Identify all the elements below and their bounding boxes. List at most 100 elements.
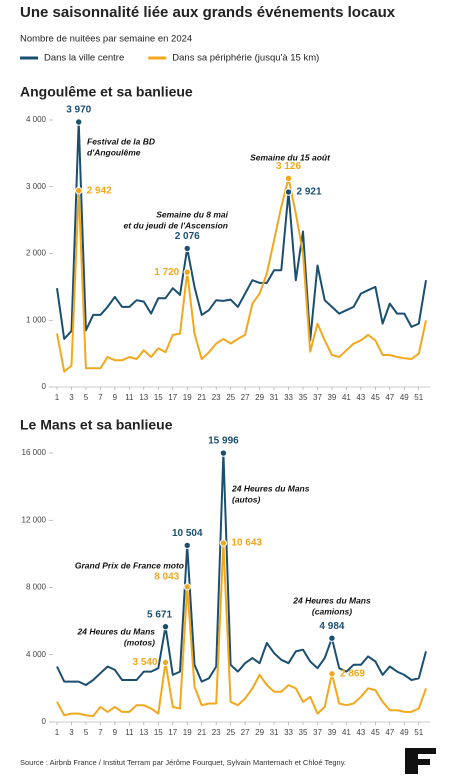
x-tick-label: 49 bbox=[400, 393, 409, 402]
y-tick-label: 0 bbox=[42, 382, 47, 391]
x-tick-label: 39 bbox=[327, 728, 336, 737]
x-tick-label: 7 bbox=[98, 393, 103, 402]
point-marker bbox=[284, 174, 293, 183]
point-marker bbox=[219, 539, 228, 547]
chart-title: Le Mans et sa banlieue bbox=[20, 417, 173, 433]
x-tick-label: 25 bbox=[226, 393, 235, 402]
x-tick-label: 51 bbox=[414, 728, 423, 737]
value-label: 10 504 bbox=[172, 528, 203, 539]
point-marker bbox=[161, 622, 170, 631]
x-tick-label: 45 bbox=[371, 393, 380, 402]
x-tick-label: 43 bbox=[356, 728, 365, 737]
value-label: 4 984 bbox=[319, 621, 344, 632]
series-line bbox=[56, 177, 427, 373]
x-tick-label: 9 bbox=[113, 393, 118, 402]
point-marker bbox=[75, 186, 83, 195]
y-tick-label: 0 bbox=[42, 717, 47, 726]
legend-label: Dans sa périphérie (jusqu'à 15 km) bbox=[172, 53, 319, 64]
point-marker bbox=[183, 268, 191, 276]
x-tick-label: 15 bbox=[154, 393, 163, 402]
x-tick-label: 35 bbox=[299, 393, 308, 402]
x-tick-label: 31 bbox=[270, 393, 279, 402]
x-tick-label: 23 bbox=[212, 393, 221, 402]
point-marker bbox=[183, 541, 191, 550]
x-tick-label: 39 bbox=[327, 393, 336, 402]
x-tick-label: 43 bbox=[356, 393, 365, 402]
x-tick-label: 37 bbox=[313, 393, 322, 402]
x-tick-label: 27 bbox=[241, 728, 250, 737]
series-line bbox=[56, 452, 427, 686]
x-tick-label: 17 bbox=[168, 728, 177, 737]
point-marker bbox=[183, 244, 191, 253]
y-tick-label: 1 000 bbox=[26, 315, 47, 324]
x-tick-label: 9 bbox=[113, 728, 118, 737]
x-tick-label: 3 bbox=[69, 728, 74, 737]
series-line bbox=[56, 121, 427, 342]
x-tick-label: 33 bbox=[284, 393, 293, 402]
x-tick-label: 17 bbox=[168, 393, 177, 402]
point-marker bbox=[328, 634, 336, 642]
value-label: 3 126 bbox=[276, 161, 301, 172]
x-tick-label: 7 bbox=[98, 728, 103, 737]
annotation: (autos) bbox=[232, 494, 261, 504]
annotation: 24 Heures du Mans bbox=[231, 483, 310, 493]
x-tick-label: 3 bbox=[69, 393, 74, 402]
value-label: 3 540 bbox=[132, 657, 157, 668]
annotation: 24 Heures du Mans bbox=[292, 595, 371, 605]
x-tick-label: 23 bbox=[212, 728, 221, 737]
x-tick-label: 51 bbox=[414, 393, 423, 402]
annotation: Festival de la BD bbox=[87, 136, 155, 146]
annotation: Semaine du 15 août bbox=[250, 152, 331, 162]
x-tick-label: 27 bbox=[241, 393, 250, 402]
x-tick-label: 21 bbox=[197, 393, 206, 402]
x-tick-label: 5 bbox=[84, 393, 89, 402]
x-tick-label: 21 bbox=[197, 728, 206, 737]
value-label: 2 921 bbox=[297, 187, 322, 198]
x-tick-label: 49 bbox=[400, 728, 409, 737]
x-tick-label: 31 bbox=[270, 728, 279, 737]
x-tick-label: 41 bbox=[342, 393, 351, 402]
annotation: 24 Heures du Mans bbox=[77, 626, 156, 636]
chart-title: Angoulême et sa banlieue bbox=[20, 84, 193, 100]
x-tick-label: 19 bbox=[183, 393, 192, 402]
x-tick-label: 19 bbox=[183, 728, 192, 737]
series-line bbox=[56, 542, 427, 718]
x-tick-label: 37 bbox=[313, 728, 322, 737]
subtitle: Nombre de nuitées par semaine en 2024 bbox=[20, 34, 192, 45]
value-label: 15 996 bbox=[208, 436, 239, 447]
x-tick-label: 41 bbox=[342, 728, 351, 737]
point-marker bbox=[219, 449, 228, 457]
x-tick-label: 29 bbox=[255, 393, 264, 402]
point-marker bbox=[284, 188, 293, 196]
legend-label: Dans la ville centre bbox=[44, 53, 124, 64]
y-tick-label: 2 000 bbox=[26, 249, 47, 258]
annotation: Grand Prix de France moto bbox=[75, 560, 184, 570]
value-label: 2 869 bbox=[340, 668, 365, 679]
x-tick-label: 33 bbox=[284, 728, 293, 737]
value-label: 8 043 bbox=[154, 571, 179, 582]
x-tick-label: 1 bbox=[55, 728, 60, 737]
y-tick-label: 4 000 bbox=[26, 115, 47, 124]
annotation: (camions) bbox=[312, 606, 352, 616]
x-tick-label: 47 bbox=[385, 393, 394, 402]
value-label: 1 720 bbox=[154, 267, 179, 278]
source: Source : Airbnb France / Institut Terram… bbox=[20, 758, 346, 767]
x-tick-label: 25 bbox=[226, 728, 235, 737]
x-tick-label: 1 bbox=[55, 393, 60, 402]
value-label: 2 076 bbox=[175, 231, 200, 242]
y-tick-label: 4 000 bbox=[26, 650, 47, 659]
annotation: et du jeudi de l'Ascension bbox=[123, 220, 228, 230]
annotation: d'Angoulême bbox=[87, 147, 141, 157]
value-label: 5 671 bbox=[147, 609, 172, 620]
x-tick-label: 45 bbox=[371, 728, 380, 737]
title: Une saisonnalité liée aux grands événeme… bbox=[20, 4, 396, 21]
annotation: (motos) bbox=[124, 637, 155, 647]
value-label: 2 942 bbox=[87, 185, 112, 196]
y-tick-label: 12 000 bbox=[22, 515, 47, 524]
point-marker bbox=[161, 658, 170, 667]
y-tick-label: 8 000 bbox=[26, 583, 47, 592]
x-tick-label: 35 bbox=[299, 728, 308, 737]
x-tick-label: 13 bbox=[139, 728, 148, 737]
annotation: Semaine du 8 mai bbox=[156, 209, 228, 219]
x-tick-label: 15 bbox=[154, 728, 163, 737]
